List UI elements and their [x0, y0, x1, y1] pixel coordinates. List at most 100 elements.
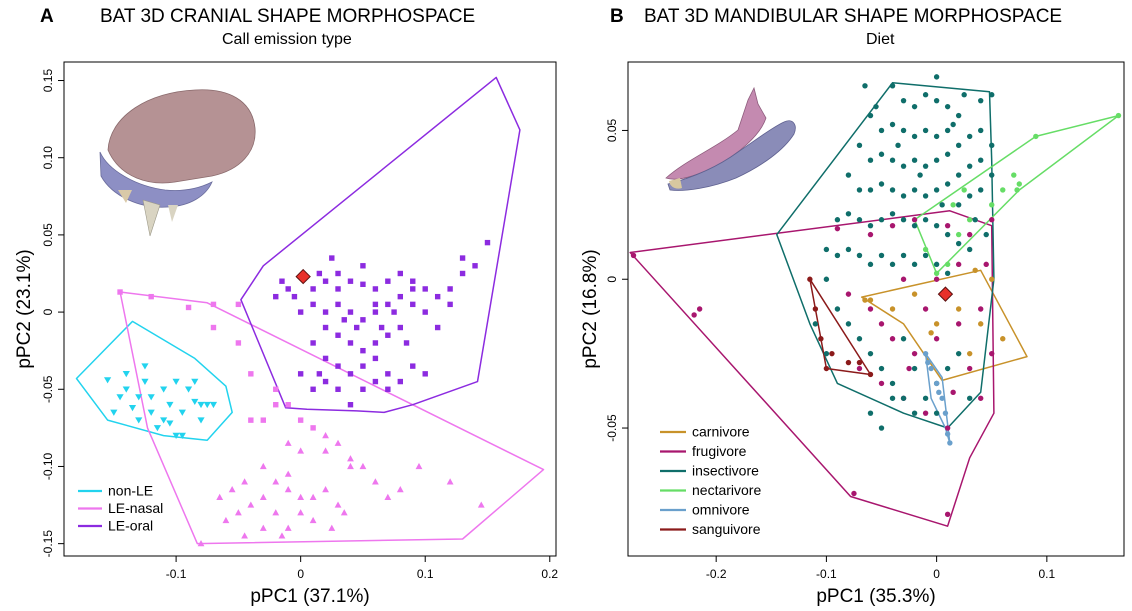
- point-le-nasal: [310, 425, 316, 431]
- point-insectivore: [834, 217, 841, 223]
- point-le-oral: [335, 363, 341, 369]
- point-insectivore: [950, 121, 956, 128]
- point-frugivore: [834, 225, 841, 232]
- point-le-oral: [285, 286, 291, 292]
- point-le-nasal: [347, 455, 354, 462]
- point-frugivore: [966, 231, 973, 238]
- point-le-nasal: [297, 509, 305, 516]
- point-le-oral: [472, 263, 478, 269]
- point-le-oral: [360, 347, 366, 354]
- point-insectivore: [989, 92, 995, 98]
- point-insectivore: [911, 103, 918, 110]
- point-nectarivore: [966, 217, 973, 223]
- point-nectarivore: [955, 231, 962, 238]
- point-omnivore: [936, 389, 942, 396]
- point-non-le: [160, 417, 168, 424]
- point-insectivore: [834, 252, 841, 259]
- point-le-oral: [335, 286, 341, 292]
- x-tick-label: 0: [933, 567, 940, 581]
- point-non-le: [141, 378, 149, 385]
- point-sanguivore: [845, 359, 852, 366]
- point-le-nasal: [285, 402, 291, 408]
- mandible-model-illustration: [665, 86, 796, 191]
- hull-insectivore: [776, 82, 995, 429]
- point-nectarivore: [950, 202, 956, 208]
- point-insectivore: [944, 127, 951, 134]
- point-insectivore: [933, 133, 940, 140]
- point-insectivore: [966, 163, 973, 169]
- point-insectivore: [978, 157, 984, 163]
- point-le-nasal: [272, 478, 280, 485]
- point-le-nasal: [340, 509, 348, 516]
- point-insectivore: [823, 350, 830, 357]
- point-le-nasal: [297, 417, 304, 423]
- point-le-oral: [322, 355, 329, 362]
- point-le-oral: [297, 371, 304, 377]
- point-carnivore: [989, 276, 995, 282]
- legend-label-nectarivore: nectarivore: [692, 482, 761, 498]
- point-non-le: [197, 417, 205, 424]
- point-insectivore: [889, 121, 896, 128]
- point-le-oral: [360, 386, 366, 392]
- point-le-nasal: [185, 304, 192, 311]
- point-insectivore: [966, 246, 973, 253]
- point-le-nasal: [284, 486, 292, 493]
- point-nectarivore: [1016, 181, 1022, 187]
- y-tick-label: -0.15: [41, 530, 55, 558]
- point-insectivore: [955, 142, 962, 149]
- point-insectivore: [900, 336, 907, 342]
- point-insectivore: [862, 83, 868, 89]
- point-le-oral: [322, 278, 329, 284]
- point-insectivore: [944, 365, 951, 372]
- point-le-oral: [391, 309, 397, 315]
- point-insectivore: [845, 172, 852, 178]
- point-le-nasal: [260, 417, 266, 423]
- point-insectivore: [878, 151, 885, 157]
- point-le-oral: [273, 293, 279, 300]
- point-le-nasal: [247, 501, 255, 508]
- point-carnivore: [862, 297, 868, 303]
- point-le-nasal: [197, 540, 205, 547]
- legend-label-sanguivore: sanguivore: [692, 521, 761, 537]
- point-insectivore: [889, 83, 896, 89]
- x-tick-label: 0: [297, 567, 304, 581]
- reference-specimen-marker: [937, 286, 954, 302]
- point-le-nasal: [248, 371, 254, 377]
- plot-frame: [627, 61, 1125, 557]
- point-le-nasal: [334, 501, 342, 508]
- point-le-oral: [322, 324, 329, 331]
- point-le-oral: [372, 286, 379, 292]
- point-non-le: [197, 401, 205, 409]
- point-insectivore: [972, 217, 978, 223]
- hull-sanguivore: [809, 278, 872, 376]
- point-non-le: [122, 371, 130, 378]
- point-non-le: [135, 394, 143, 401]
- point-insectivore: [900, 252, 907, 259]
- point-le-oral: [347, 278, 354, 284]
- point-insectivore: [922, 127, 929, 134]
- point-insectivore: [873, 103, 879, 110]
- y-tick-label: 0: [41, 308, 55, 315]
- point-omnivore: [925, 359, 931, 366]
- point-insectivore: [911, 365, 918, 372]
- point-nectarivore: [933, 270, 940, 276]
- point-insectivore: [978, 97, 984, 104]
- point-le-oral: [397, 378, 404, 385]
- point-frugivore: [630, 252, 637, 259]
- point-insectivore: [834, 306, 841, 312]
- point-frugivore: [878, 380, 885, 387]
- point-insectivore: [978, 187, 984, 193]
- hull-non-le: [75, 320, 233, 441]
- y-tick-label: 0: [605, 276, 619, 283]
- point-insectivore: [966, 395, 973, 401]
- point-nectarivore: [944, 261, 951, 268]
- point-insectivore: [933, 157, 940, 163]
- point-nectarivore: [1033, 133, 1039, 140]
- point-non-le: [128, 405, 137, 412]
- point-insectivore: [933, 222, 940, 229]
- point-sanguivore: [856, 359, 863, 366]
- point-insectivore: [989, 172, 995, 178]
- point-le-nasal: [210, 324, 217, 331]
- point-insectivore: [989, 142, 995, 149]
- x-axis-label: pPC1 (37.1%): [250, 586, 369, 607]
